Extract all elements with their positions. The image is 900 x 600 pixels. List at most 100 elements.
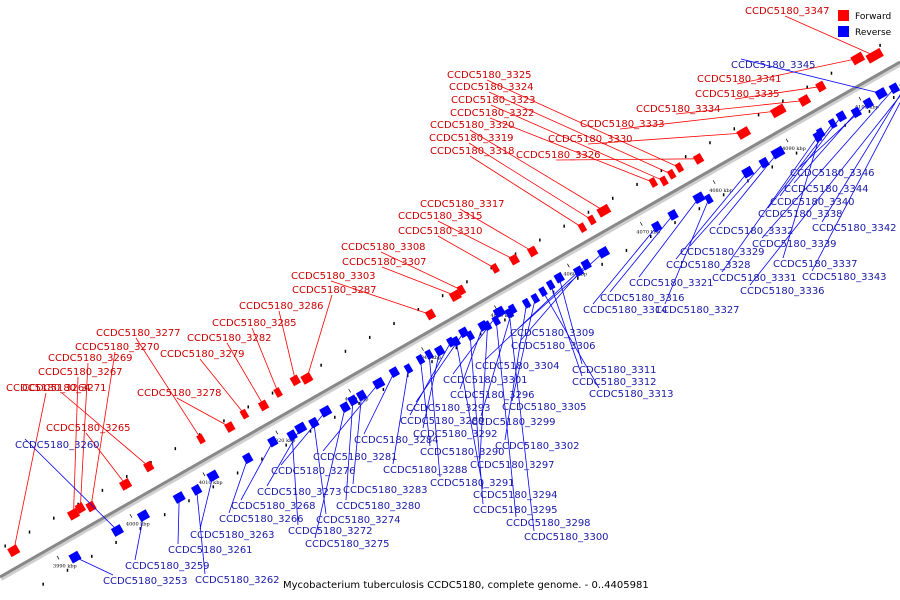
forward-gene-label: CCDC5180_3323	[451, 95, 536, 106]
reverse-gene-label: CCDC5180_3302	[495, 441, 580, 452]
track-dot	[879, 43, 881, 47]
forward-gene-label: CCDC5180_3322	[450, 108, 535, 119]
track-dot	[139, 527, 142, 531]
reverse-gene-label: CCDC5180_3327	[655, 305, 740, 316]
label-leader	[177, 497, 180, 545]
track-dot	[28, 530, 31, 534]
forward-gene-label: CCDC5180_3310	[398, 226, 483, 237]
reverse-gene-label: CCDC5180_3304	[475, 361, 560, 372]
label-leader	[176, 397, 231, 428]
track-dot	[674, 221, 676, 225]
label-leader	[381, 266, 456, 297]
forward-gene-label: CCDC5180_3325	[447, 70, 532, 81]
forward-gene-label: CCDC5180_3341	[697, 74, 782, 85]
gene-block	[692, 152, 705, 165]
track-dot	[174, 447, 177, 451]
reverse-gene-label: CCDC5180_3328	[666, 260, 751, 271]
label-leader	[469, 129, 605, 212]
reverse-gene-label: CCDC5180_3293	[406, 403, 491, 414]
label-leader	[13, 392, 47, 551]
track-dot	[587, 210, 590, 214]
label-leader	[428, 354, 441, 478]
label-leader	[479, 325, 488, 460]
scale-tick-label: 4090 kbp	[782, 146, 806, 152]
reverse-gene-label: CCDC5180_3289	[400, 416, 485, 427]
reverse-gene-label: CCDC5180_3275	[305, 539, 390, 550]
label-leader	[24, 438, 118, 531]
track-dot	[722, 193, 725, 197]
label-leader	[784, 15, 875, 57]
label-leader	[352, 395, 362, 485]
track-dot	[684, 155, 687, 159]
forward-gene-label: CCDC5180_3320	[430, 120, 515, 131]
label-leader	[587, 132, 744, 145]
label-leader	[251, 327, 279, 393]
reverse-gene-label: CCDC5180_3313	[589, 389, 674, 400]
track-dot	[382, 387, 385, 391]
forward-gene-label: CCDC5180_3330	[548, 134, 633, 145]
reverse-gene-label: CCDC5180_3314	[583, 305, 668, 316]
forward-gene-label: CCDC5180_3287	[292, 285, 377, 296]
reverse-gene-label: CCDC5180_3292	[413, 429, 498, 440]
label-leader	[345, 400, 354, 501]
label-leader	[555, 158, 699, 161]
reverse-gene-label: CCDC5180_3261	[168, 545, 253, 556]
reverse-gene-label: CCDC5180_3260	[15, 440, 100, 451]
track-dot	[649, 235, 652, 239]
reverse-gene-label: CCDC5180_3312	[572, 377, 657, 388]
reverse-gene-label: CCDC5180_3331	[712, 273, 797, 284]
label-leader	[74, 556, 114, 576]
track-dot	[612, 196, 614, 200]
track-dot	[782, 99, 784, 103]
label-leader	[61, 392, 150, 467]
track-dot	[601, 262, 603, 266]
label-leader	[226, 342, 264, 406]
track-dot	[42, 582, 44, 586]
track-dot	[698, 207, 701, 211]
label-leader	[721, 136, 818, 273]
gene-block	[257, 399, 270, 412]
label-leader	[330, 280, 431, 315]
reverse-gene-label: CCDC5180_3329	[680, 247, 765, 258]
reverse-gene-label: CCDC5180_3283	[343, 485, 428, 496]
forward-gene-label: CCDC5180_3279	[160, 349, 245, 360]
track-dot	[91, 554, 93, 558]
track-dot	[563, 224, 565, 228]
track-dot	[417, 308, 420, 312]
gene-block	[403, 363, 414, 375]
label-leader	[199, 358, 245, 415]
track-dot	[539, 238, 541, 242]
track-dot	[625, 248, 628, 252]
track-dot	[247, 405, 249, 409]
track-dot	[66, 568, 69, 572]
track-dot	[320, 363, 322, 367]
reverse-gene-label: CCDC5180_3321	[629, 278, 714, 289]
track-dot	[368, 335, 371, 339]
label-leader	[511, 298, 536, 402]
reverse-gene-label: CCDC5180_3306	[511, 341, 596, 352]
reverse-gene-label: CCDC5180_3280	[336, 501, 421, 512]
label-leader	[811, 102, 900, 272]
reverse-gene-label: CCDC5180_3316	[600, 293, 685, 304]
track-dot	[795, 151, 798, 155]
gene-block	[692, 191, 706, 205]
gene-block	[119, 478, 133, 491]
reverse-gene-label: CCDC5180_3284	[354, 435, 439, 446]
track-dot	[125, 474, 128, 478]
forward-gene-label: CCDC5180_3285	[212, 318, 297, 329]
reverse-gene-label: CCDC5180_3343	[802, 272, 887, 283]
scale-tick-label: 4020 kbp	[272, 438, 296, 444]
forward-gene-label: CCDC5180_3334	[636, 104, 721, 115]
track-dot	[441, 294, 444, 298]
track-dot	[504, 318, 506, 322]
label-leader	[291, 435, 299, 526]
label-leader	[322, 383, 380, 452]
label-leader	[488, 91, 672, 175]
forward-gene-label: CCDC5180_3264	[6, 383, 91, 394]
track-dot	[771, 165, 773, 169]
label-leader	[135, 337, 202, 440]
label-leader	[484, 270, 579, 361]
track-dot	[261, 457, 263, 461]
reverse-gene-label: CCDC5180_3262	[195, 575, 280, 586]
label-leader	[592, 226, 657, 305]
